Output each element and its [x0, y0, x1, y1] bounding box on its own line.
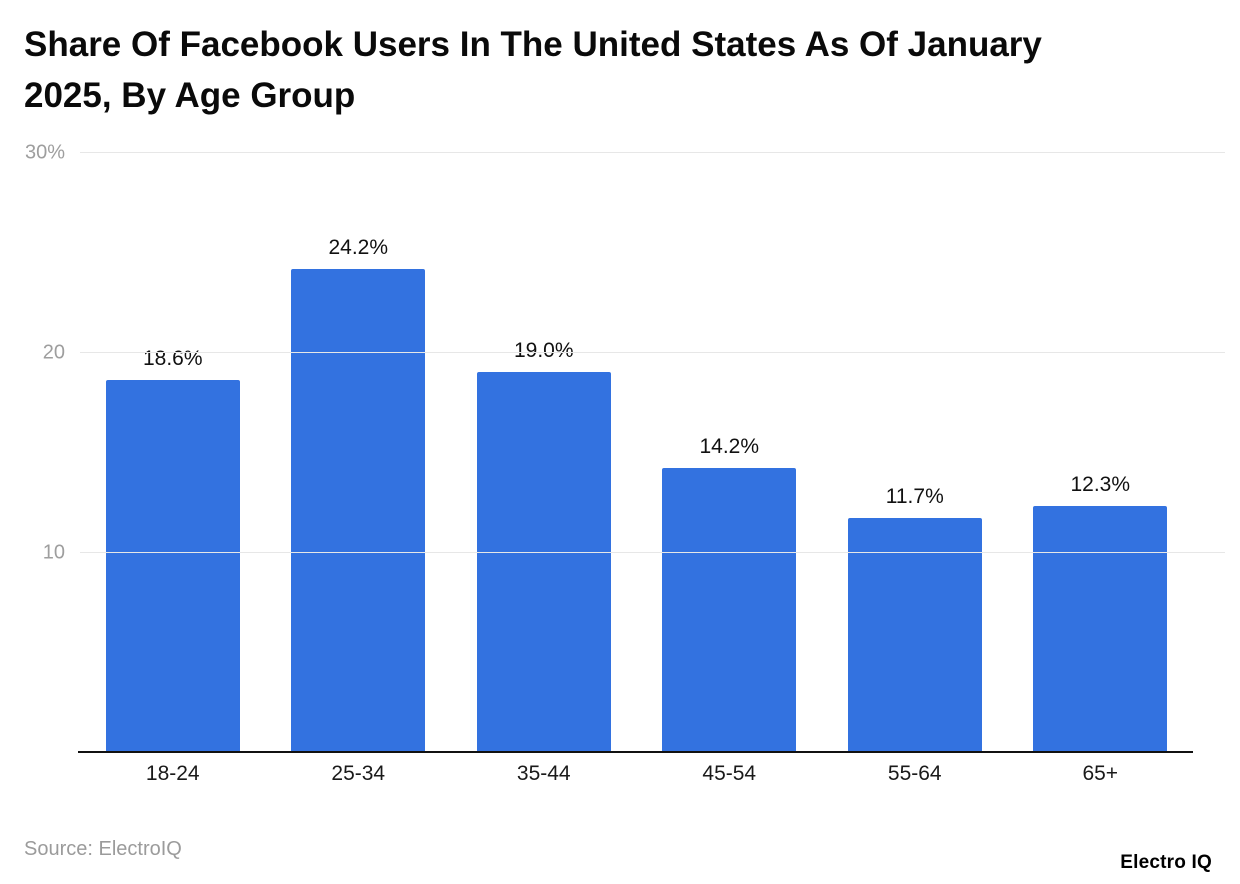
bar	[662, 467, 797, 751]
gridline-20	[80, 352, 1225, 353]
plot-area: 18.6% 24.2% 19.0% 14.2% 11.7% 12.3% 10 20 30%	[25, 142, 1225, 753]
gridline-10	[80, 552, 1225, 553]
gridline-30	[80, 152, 1225, 153]
y-tick-label-30: 30%	[24, 141, 65, 164]
x-axis-line	[78, 751, 1193, 753]
bar	[476, 372, 611, 751]
bar	[105, 380, 240, 751]
x-axis-category-label: 45-54	[702, 762, 757, 785]
bar	[847, 517, 982, 751]
bar-slot: 12.3%	[1008, 153, 1194, 751]
bar-slot: 19.0%	[451, 153, 637, 751]
x-axis-category-label: 65+	[1082, 762, 1119, 785]
bar-value-label: 24.2%	[328, 235, 389, 259]
x-axis-labels: 18-24 25-34 35-44 45-54 55-64 65+	[80, 762, 1193, 786]
bar	[1033, 505, 1168, 751]
bar-value-label: 18.6%	[142, 347, 203, 371]
chart-title: Share Of Facebook Users In The United St…	[24, 25, 1042, 115]
bar-value-label: 14.2%	[699, 434, 760, 458]
source-note: Source: ElectroIQ	[24, 838, 182, 860]
bar-slot: 11.7%	[822, 153, 1008, 751]
bar-value-label: 11.7%	[885, 484, 944, 508]
y-tick-label-10: 10	[42, 541, 65, 564]
bar	[291, 268, 426, 751]
bar-slot: 14.2%	[637, 153, 823, 751]
bars-row: 18.6% 24.2% 19.0% 14.2% 11.7% 12.3%	[80, 153, 1193, 751]
x-axis-category-label: 35-44	[516, 762, 571, 785]
x-axis-category-label: 55-64	[887, 762, 942, 785]
y-tick-label-20: 20	[42, 341, 65, 364]
x-axis-category-label: 18-24	[145, 762, 200, 785]
x-axis-category-label: 25-34	[331, 762, 386, 785]
bar-value-label: 12.3%	[1070, 472, 1131, 496]
bar-value-label: 19.0%	[513, 339, 574, 363]
bar-slot: 18.6%	[80, 153, 266, 751]
bar-slot: 24.2%	[266, 153, 452, 751]
brand-logo: Electro IQ	[1120, 852, 1212, 873]
